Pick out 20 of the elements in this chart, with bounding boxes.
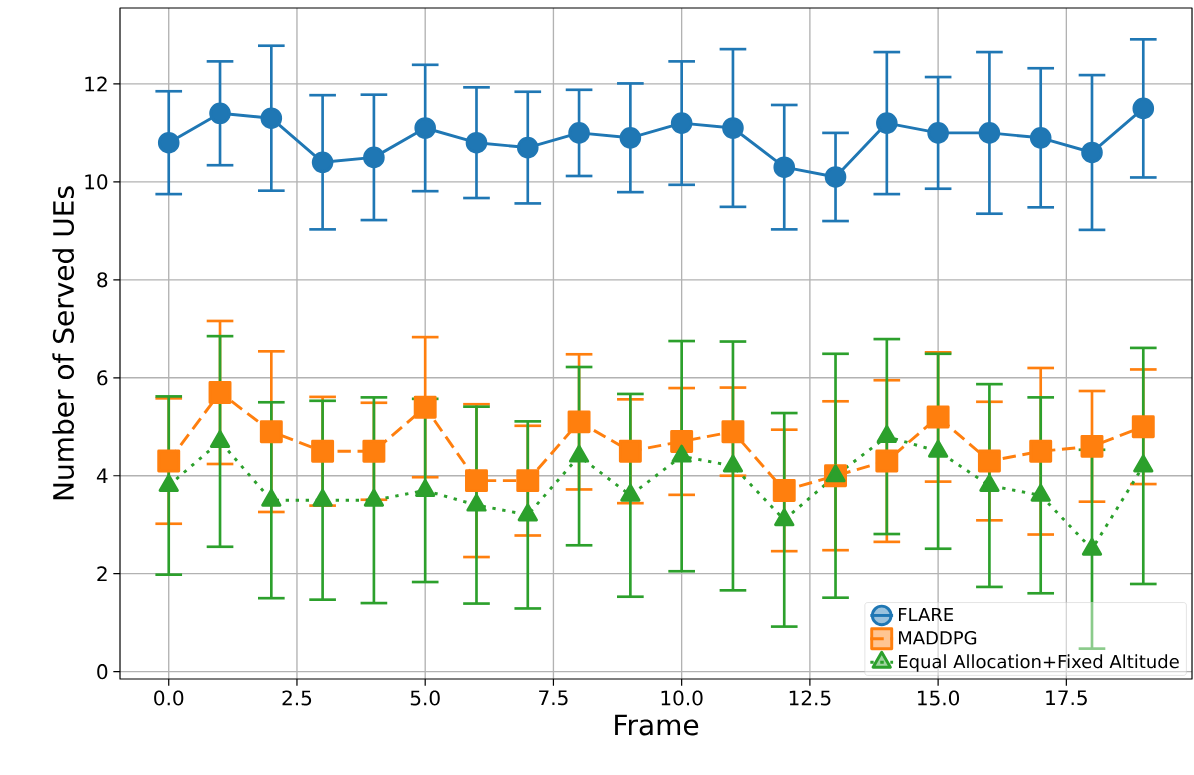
x-tick-label: 17.5 — [1046, 690, 1087, 706]
x-axis-title: Frame — [615, 714, 699, 736]
legend-label: FLARE — [899, 607, 954, 622]
y-axis-title: Number of Served UEs — [52, 186, 75, 500]
x-tick-label: 2.5 — [282, 690, 312, 706]
x-tick-label: 12.5 — [789, 690, 831, 706]
y-tick-label: 6 — [97, 370, 108, 386]
y-tick-label: 2 — [97, 566, 107, 582]
legend-label: MADDPG — [899, 631, 977, 645]
x-tick-label: 5.0 — [410, 690, 440, 706]
y-tick-label: 8 — [97, 272, 108, 288]
x-tick-label: 10.0 — [661, 690, 703, 706]
x-tick-label: 0.0 — [154, 690, 184, 706]
x-tick-label: 7.5 — [539, 690, 568, 706]
y-tick-label: 10 — [85, 174, 108, 190]
y-tick-label: 4 — [96, 468, 108, 484]
y-tick-label: 12 — [85, 76, 107, 92]
legend-label: Equal Allocation+Fixed Altitude — [899, 654, 1179, 672]
y-tick-label: 0 — [97, 664, 108, 680]
x-tick-label: 15.0 — [918, 690, 960, 706]
